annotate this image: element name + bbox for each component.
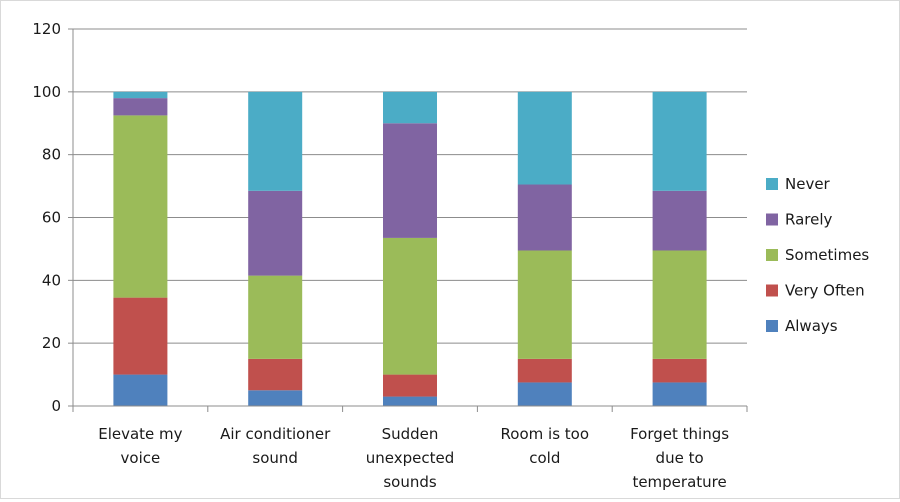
bar-segment-rarely [517, 184, 572, 251]
x-tick-label-line: temperature [632, 473, 726, 491]
x-tick-label-line: due to [656, 449, 704, 467]
bar-segment-always [113, 374, 168, 406]
bar-segment-rarely [383, 123, 437, 238]
legend-swatch [766, 284, 778, 297]
legend-label: Sometimes [785, 246, 869, 264]
x-tick-label-line: Forget things [630, 425, 729, 443]
legend-item-very-often: Very Often [766, 282, 865, 300]
bar-segment-rarely [248, 190, 303, 276]
legend-swatch [766, 178, 778, 190]
x-tick-label-line: sounds [383, 473, 437, 491]
legend-swatch [766, 249, 778, 261]
x-tick-label: Room is too cold [501, 425, 589, 467]
bar-segment-very-often [652, 358, 707, 383]
y-tick-labels: 0 20 40 60 80 100 120 [32, 20, 61, 415]
legend-label: Rarely [785, 211, 833, 229]
legend-label: Very Often [785, 282, 865, 300]
bar-segment-sometimes [517, 250, 572, 359]
x-tick-labels: Elevate my voice Air conditioner sound Sudde… [98, 425, 729, 491]
bars [113, 91, 707, 406]
y-tick-label: 100 [32, 83, 61, 101]
legend-label: Always [785, 317, 838, 335]
bar-segment-never [248, 91, 303, 191]
bar-segment-sometimes [248, 275, 303, 359]
bar-segment-rarely [652, 190, 707, 251]
bar-segment-always [652, 382, 707, 406]
bar-segment-sometimes [113, 115, 168, 298]
bar-segment-always [383, 396, 437, 406]
bar-segment-always [517, 382, 572, 406]
legend: Never Rarely Sometimes Very Often Always [766, 175, 869, 335]
bar-segment-very-often [517, 358, 572, 383]
x-tick-label-line: Sudden [382, 425, 439, 443]
bar-segment-sometimes [383, 237, 437, 375]
legend-swatch [766, 320, 778, 332]
y-tick-label: 120 [32, 20, 61, 38]
x-tick-label: Air conditioner sound [220, 425, 331, 467]
legend-item-rarely: Rarely [766, 211, 833, 229]
legend-item-always: Always [766, 317, 838, 335]
x-tick-label-line: sound [252, 449, 298, 467]
x-tick-label-line: Air conditioner [220, 425, 331, 443]
legend-swatch [766, 213, 778, 226]
x-tick-label: Forget things due to temperature [630, 425, 729, 491]
x-tick-label-line: voice [121, 449, 161, 467]
x-tick-label-line: cold [529, 449, 560, 467]
bar-segment-always [248, 390, 303, 406]
y-tick-label: 40 [42, 271, 61, 289]
bar-segment-very-often [248, 358, 303, 391]
bar-segment-very-often [113, 297, 168, 375]
y-tick-label: 0 [51, 397, 61, 415]
x-tick-label-line: Room is too [501, 425, 589, 443]
bar-segment-rarely [113, 98, 168, 116]
bar-segment-never [652, 91, 707, 191]
x-tick-label: Elevate my voice [98, 425, 182, 467]
bar-segment-never [517, 91, 572, 185]
legend-item-never: Never [766, 175, 831, 193]
y-tick-label: 20 [42, 334, 61, 352]
legend-item-sometimes: Sometimes [766, 246, 869, 264]
x-tick-label-line: Elevate my [98, 425, 182, 443]
bar-segment-never [113, 91, 168, 99]
y-tick-label: 60 [42, 209, 61, 227]
x-tick-label-line: unexpected [366, 449, 454, 467]
x-tick-label: Sudden unexpected sounds [366, 425, 454, 491]
y-tick-label: 80 [42, 146, 61, 164]
legend-label: Never [785, 175, 831, 193]
bar-segment-very-often [383, 374, 437, 397]
bar-segment-sometimes [652, 250, 707, 359]
bar-segment-never [383, 91, 437, 124]
axes [68, 28, 748, 412]
